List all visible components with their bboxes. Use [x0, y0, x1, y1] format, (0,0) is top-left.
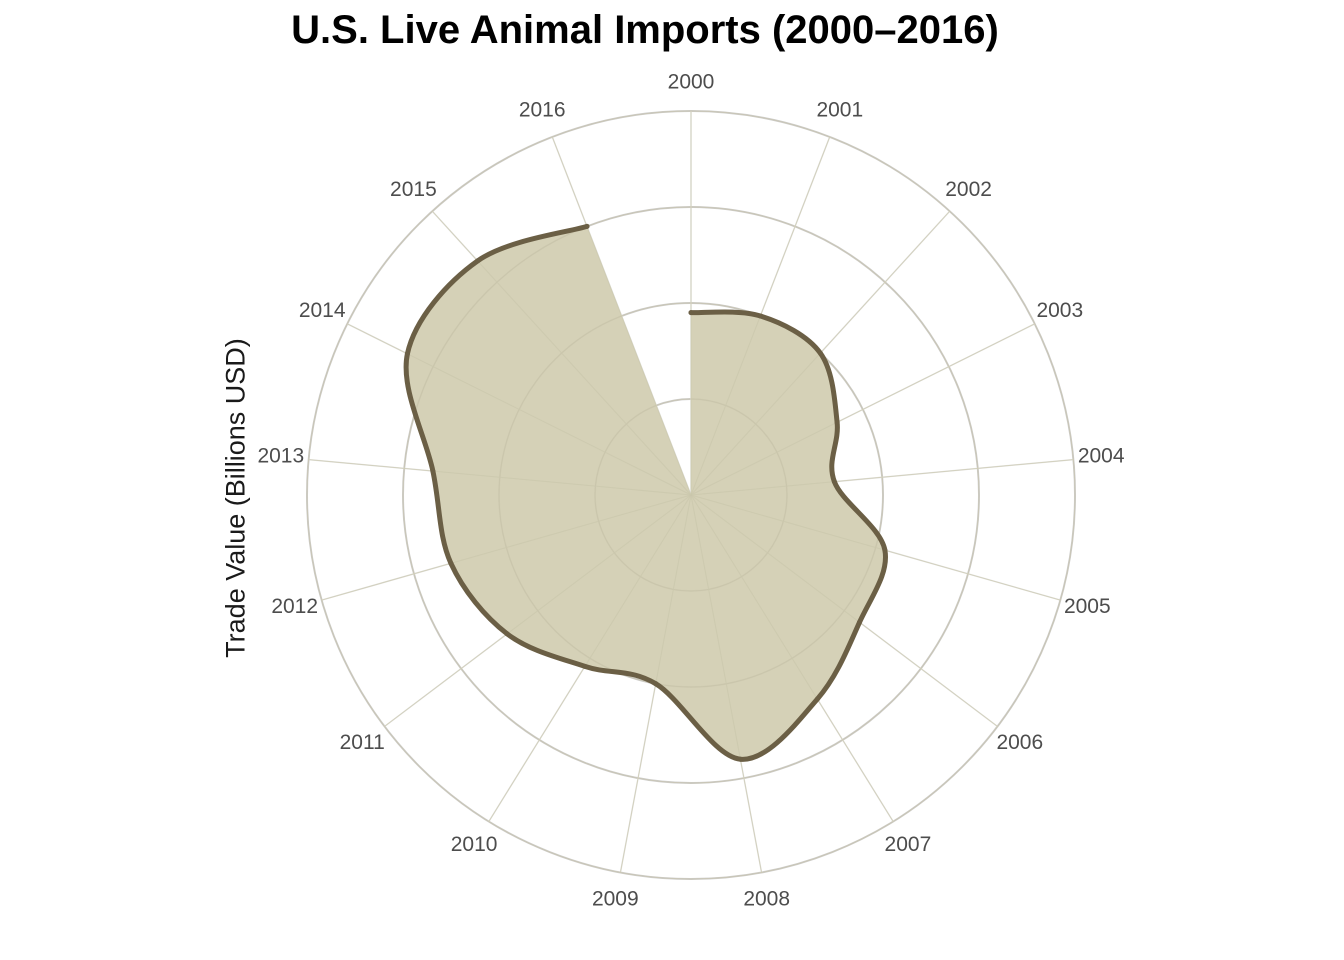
spoke-overlay-2014: [347, 323, 692, 496]
data-layer: [306, 110, 1076, 880]
x-tick-label-2012: 2012: [271, 595, 318, 618]
x-tick-label-2009: 2009: [592, 888, 639, 911]
data-point-2009: [653, 681, 659, 687]
data-point-2001: [757, 313, 763, 319]
spoke-overlay-2005: [690, 494, 1061, 601]
data-point-2008: [737, 756, 743, 762]
data-point-2004: [831, 479, 837, 485]
x-tick-label-2001: 2001: [816, 98, 863, 121]
x-tick-label-2005: 2005: [1064, 595, 1111, 618]
data-point-2012: [448, 560, 454, 566]
spoke-overlay-2006: [690, 494, 998, 727]
data-point-2015: [475, 258, 481, 264]
x-tick-label-2007: 2007: [885, 833, 932, 856]
x-tick-label-2016: 2016: [519, 98, 566, 121]
spoke-overlay-2015: [431, 210, 692, 496]
spoke-overlay-2007: [690, 494, 894, 822]
data-point-2010: [582, 663, 588, 669]
spoke-overlay-2003: [690, 323, 1035, 496]
spoke-overlay-2016: [551, 136, 692, 496]
data-point-2007: [814, 696, 820, 702]
x-tick-label-2003: 2003: [1036, 299, 1083, 322]
x-tick-label-2006: 2006: [996, 731, 1043, 754]
data-point-2016: [584, 223, 590, 229]
data-point-2013: [430, 468, 436, 474]
x-tick-label-2008: 2008: [743, 888, 790, 911]
data-point-2000: [688, 310, 694, 316]
spoke-overlay-2013: [308, 459, 692, 496]
x-tick-label-2002: 2002: [945, 178, 992, 201]
x-tick-label-2000: 2000: [668, 71, 715, 94]
tick-label-layer: 2000 2001 2002 2003 2004 2005 2006 2007 2008 2009…: [257, 71, 1124, 911]
x-tick-label-2010: 2010: [451, 833, 498, 856]
data-point-2002: [817, 350, 823, 356]
spoke-overlay-2010: [488, 494, 692, 822]
data-point-2003: [834, 419, 840, 425]
spoke-overlay-2011: [384, 494, 692, 727]
data-point-2006: [857, 619, 862, 625]
spoke-overlay-2012: [321, 494, 692, 601]
x-tick-label-2013: 2013: [257, 445, 304, 468]
data-point-2011: [504, 631, 510, 637]
spoke-overlay-2004: [690, 459, 1074, 496]
chart-title: U.S. Live Animal Imports (2000–2016): [291, 8, 999, 52]
x-tick-label-2004: 2004: [1078, 445, 1125, 468]
data-point-2005: [882, 547, 888, 553]
x-tick-label-2015: 2015: [390, 178, 437, 201]
spoke-overlay-2008: [690, 494, 763, 873]
x-tick-label-2011: 2011: [340, 731, 385, 754]
data-point-2014: [404, 351, 410, 357]
series-area-fill: [406, 226, 886, 760]
x-tick-label-2014: 2014: [299, 299, 346, 322]
